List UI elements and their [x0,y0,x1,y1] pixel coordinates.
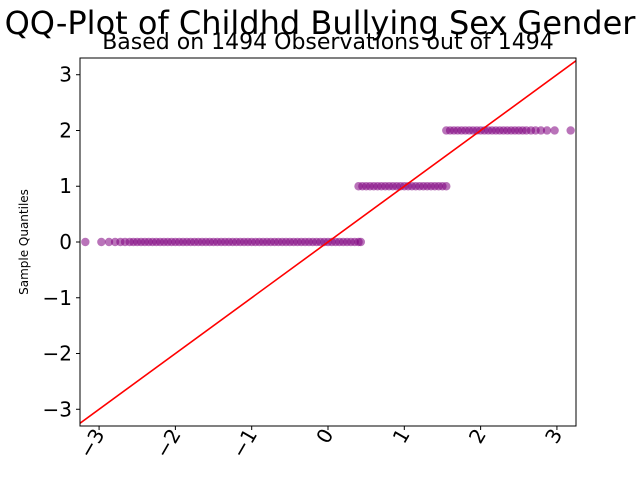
y-tick-label: −2 [43,342,72,366]
x-tick-label: 0 [311,425,338,448]
data-point [81,237,90,247]
y-tick-label: −1 [43,286,72,310]
data-point [356,237,366,247]
y-tick-label: 2 [59,118,72,142]
data-point [104,237,114,247]
x-tick-label: 1 [387,425,414,448]
data-point [550,126,559,135]
reference-line [80,59,576,425]
data-point [97,237,106,247]
y-tick-label: 0 [59,230,72,254]
y-tick-label: 3 [59,63,72,87]
x-tick-label: 3 [540,425,567,448]
chart-title: QQ-Plot of Childhd Bullying Sex Gender [5,4,637,42]
x-tick-label: −1 [226,425,262,463]
data-point [536,126,546,135]
x-tick-label: −3 [74,425,110,463]
data-points [81,126,575,247]
y-axis-label: Sample Quantiles [17,189,31,295]
data-point [442,182,451,191]
y-tick-label: 1 [59,174,72,198]
y-tick-label: −3 [43,397,72,421]
reference-line-group [80,59,576,425]
data-point [542,126,552,135]
chart-subtitle: Based on 1494 Observations out of 1494 [102,30,554,55]
x-tick-label: −2 [150,425,186,463]
data-point [566,126,575,135]
x-tick-label: 2 [464,425,491,448]
plot-area: −3 −2 −1 0 1 2 3 −3 −2 −1 0 1 2 3 [43,57,577,463]
